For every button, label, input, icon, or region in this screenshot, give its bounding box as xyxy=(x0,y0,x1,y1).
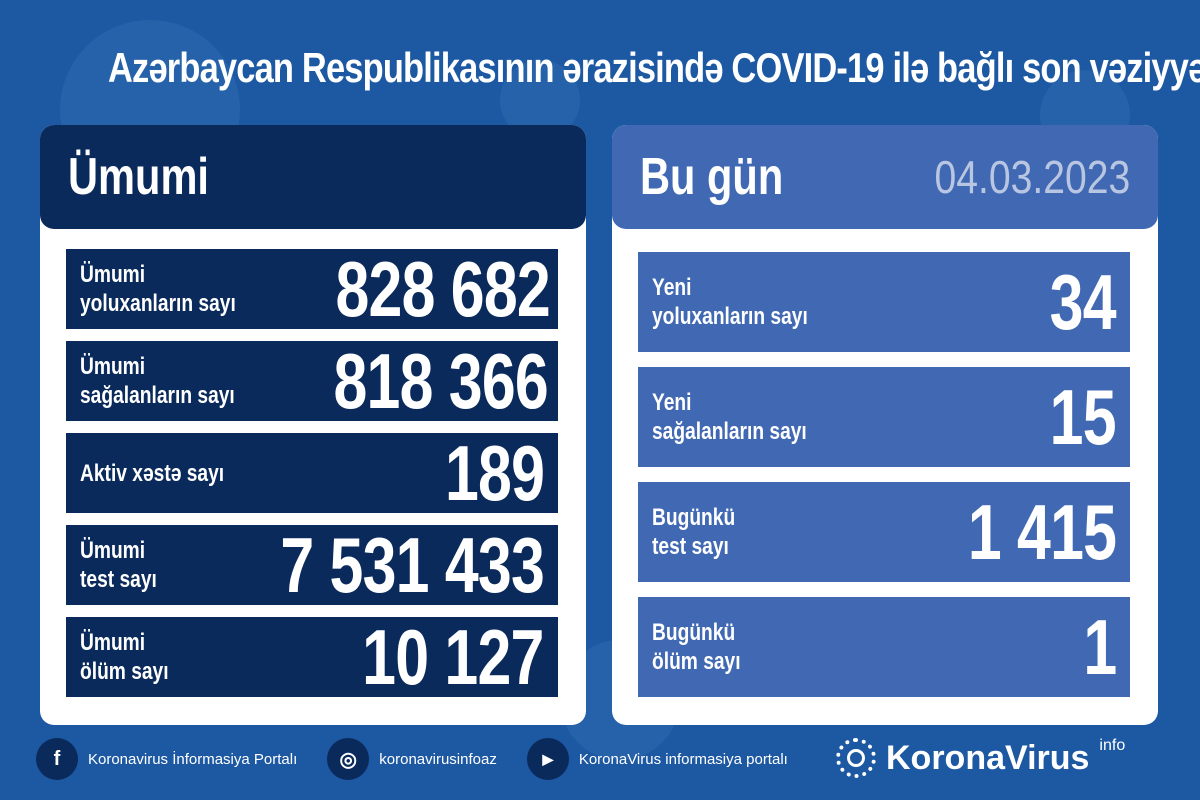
stat-label: sağalanların sayı xyxy=(652,418,807,445)
stat-label: test sayı xyxy=(80,566,157,593)
stat-label: yoluxanların sayı xyxy=(80,290,236,317)
facebook-icon[interactable]: f xyxy=(36,738,78,780)
logo-sup: info xyxy=(1099,737,1126,754)
stat-label: ölüm sayı xyxy=(652,648,741,675)
stat-value: 189 xyxy=(444,428,545,517)
stat-label: Ümumi xyxy=(80,261,146,288)
stat-label: Ümumi xyxy=(80,629,146,656)
instagram-icon[interactable]: ◎ xyxy=(327,738,370,780)
stat-label: Ümumi xyxy=(80,537,146,564)
stat-row: Aktiv xəstə sayı 189 xyxy=(66,429,558,517)
total-header: Ümumi xyxy=(40,125,586,229)
stat-value: 7 531 433 xyxy=(280,520,544,609)
stat-value: 818 366 xyxy=(333,336,549,425)
youtube-link[interactable]: KoronaVirus informasiya portalı xyxy=(578,750,788,768)
facebook-link[interactable]: Koronavirus İnformasiya Portalı xyxy=(88,750,298,768)
stat-label: sağalanların sayı xyxy=(80,382,235,409)
stat-row: Ümumi yoluxanların sayı 828 682 xyxy=(66,245,558,333)
stat-label: Yeni xyxy=(652,274,692,301)
today-heading: Bu gün xyxy=(640,148,784,206)
stat-value: 828 682 xyxy=(335,244,550,333)
stat-label: yoluxanların sayı xyxy=(652,303,808,330)
stat-label: Aktiv xəstə sayı xyxy=(80,459,225,487)
koronavirus-logo: KoronaVirus info xyxy=(836,737,1126,778)
footer: f Koronavirus İnformasiya Portalı ◎ koro… xyxy=(36,738,788,780)
youtube-icon[interactable]: ▶ xyxy=(526,738,569,780)
stat-label: Ümumi xyxy=(80,353,146,380)
stat-label: Bugünkü xyxy=(652,504,736,531)
date: 04.03.2023 xyxy=(934,151,1130,203)
stat-row: Yeni sağalanların sayı 15 xyxy=(638,367,1130,467)
today-panel: Bu gün 04.03.2023 Yeni yoluxanların sayı 34… xyxy=(612,125,1158,725)
instagram-link[interactable]: koronavirusinfoaz xyxy=(379,750,497,768)
stat-row: Yeni yoluxanların sayı 34 xyxy=(638,252,1130,352)
stat-value: 1 xyxy=(1082,602,1117,691)
stat-value: 1 415 xyxy=(967,487,1117,576)
logo-text: KoronaVirus xyxy=(886,738,1090,777)
stat-value: 15 xyxy=(1049,372,1117,461)
stat-label: Yeni xyxy=(652,389,692,416)
total-heading: Ümumi xyxy=(68,148,209,206)
stat-row: Ümumi test sayı 7 531 433 xyxy=(66,521,558,609)
stat-row: Ümumi ölüm sayı 10 127 xyxy=(66,613,558,701)
stat-label: test sayı xyxy=(652,533,729,560)
today-header: Bu gün 04.03.2023 xyxy=(612,125,1158,229)
total-panel: Ümumi Ümumi yoluxanların sayı 828 682 Ümum… xyxy=(40,125,586,725)
stat-label: ölüm sayı xyxy=(80,658,169,685)
stat-row: Bugünkü ölüm sayı 1 xyxy=(638,597,1130,697)
page-title: Azərbaycan Respublikasının ərazisində CO… xyxy=(108,44,1200,91)
stat-row: Ümumi sağalanların sayı 818 366 xyxy=(66,337,558,425)
stat-row: Bugünkü test sayı 1 415 xyxy=(638,482,1130,582)
stat-value: 10 127 xyxy=(362,612,545,701)
virus-logo-icon xyxy=(836,738,876,778)
stat-value: 34 xyxy=(1049,257,1117,346)
stat-label: Bugünkü xyxy=(652,619,736,646)
